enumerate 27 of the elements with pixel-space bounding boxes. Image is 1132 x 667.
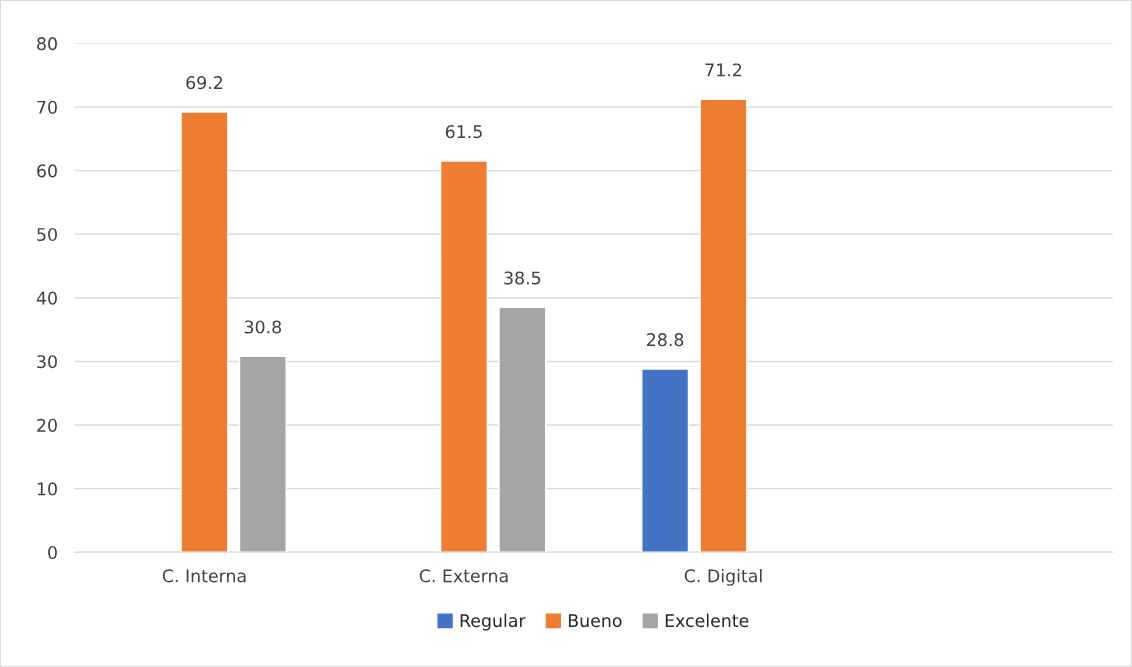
data-label: 61.5 xyxy=(445,125,482,139)
legend-label: Bueno xyxy=(568,614,622,628)
y-tick-label: 0 xyxy=(48,545,57,560)
data-label: 38.5 xyxy=(504,271,541,285)
y-tick-label: 80 xyxy=(37,37,57,51)
bar xyxy=(439,160,489,553)
y-tick-label: 30 xyxy=(37,355,57,369)
y-tick-label: 10 xyxy=(37,482,57,496)
data-label: 71.2 xyxy=(705,63,742,77)
bar xyxy=(238,355,287,553)
y-tick-label: 40 xyxy=(36,291,57,305)
x-tick-label: C. Digital xyxy=(684,568,762,586)
x-tick-label: C. Externa xyxy=(419,569,508,583)
y-tick-label: 70 xyxy=(37,100,57,114)
legend-label: Regular xyxy=(460,613,526,631)
y-tick-label: 60 xyxy=(37,164,57,178)
y-tick-label: 20 xyxy=(37,418,57,432)
data-label: 28.8 xyxy=(647,333,684,347)
bar xyxy=(498,306,547,553)
data-label: 30.8 xyxy=(244,320,281,334)
bar xyxy=(180,111,229,553)
data-label: 69.2 xyxy=(186,76,223,90)
x-tick-label: C. Interna xyxy=(162,569,246,583)
bar xyxy=(699,98,748,553)
bar xyxy=(641,368,690,553)
legend-label: Excelente xyxy=(665,613,749,628)
y-tick-label: 50 xyxy=(37,227,57,242)
